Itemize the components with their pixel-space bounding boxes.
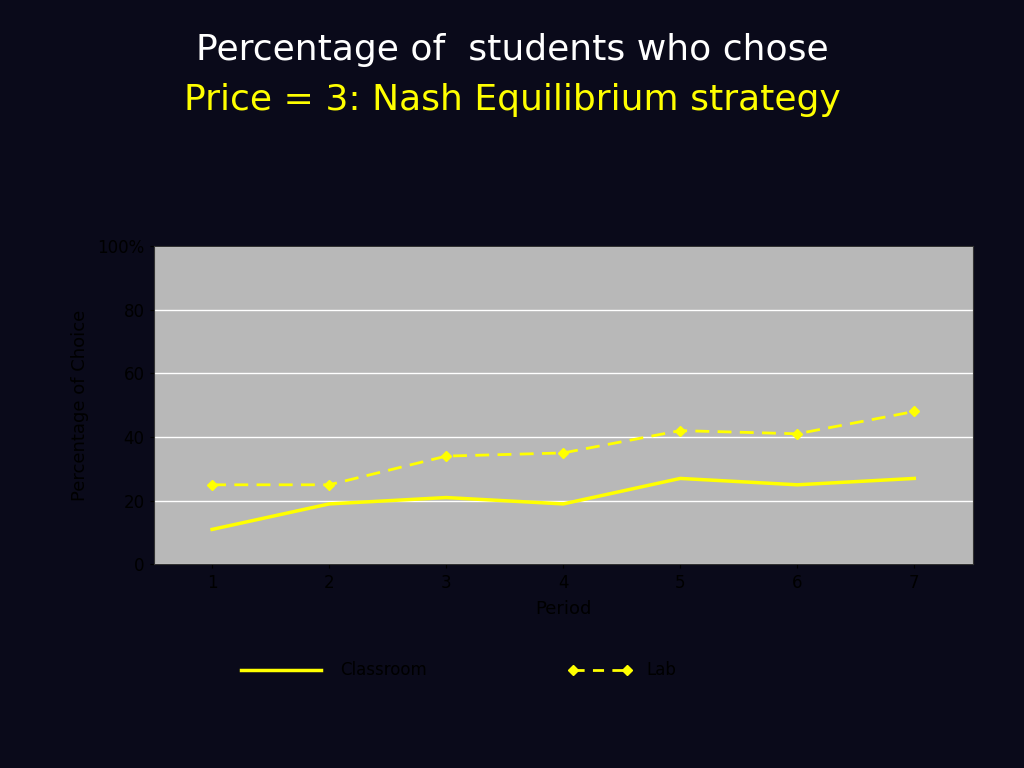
Text: Lab: Lab	[647, 661, 677, 679]
X-axis label: Period: Period	[535, 600, 592, 617]
Text: Percentage of  students who chose: Percentage of students who chose	[196, 33, 828, 67]
Y-axis label: Percentage of Choice: Percentage of Choice	[71, 310, 89, 501]
Text: Price = 3: Nash Equilibrium strategy: Price = 3: Nash Equilibrium strategy	[183, 83, 841, 117]
Text: Classroom: Classroom	[340, 661, 427, 679]
